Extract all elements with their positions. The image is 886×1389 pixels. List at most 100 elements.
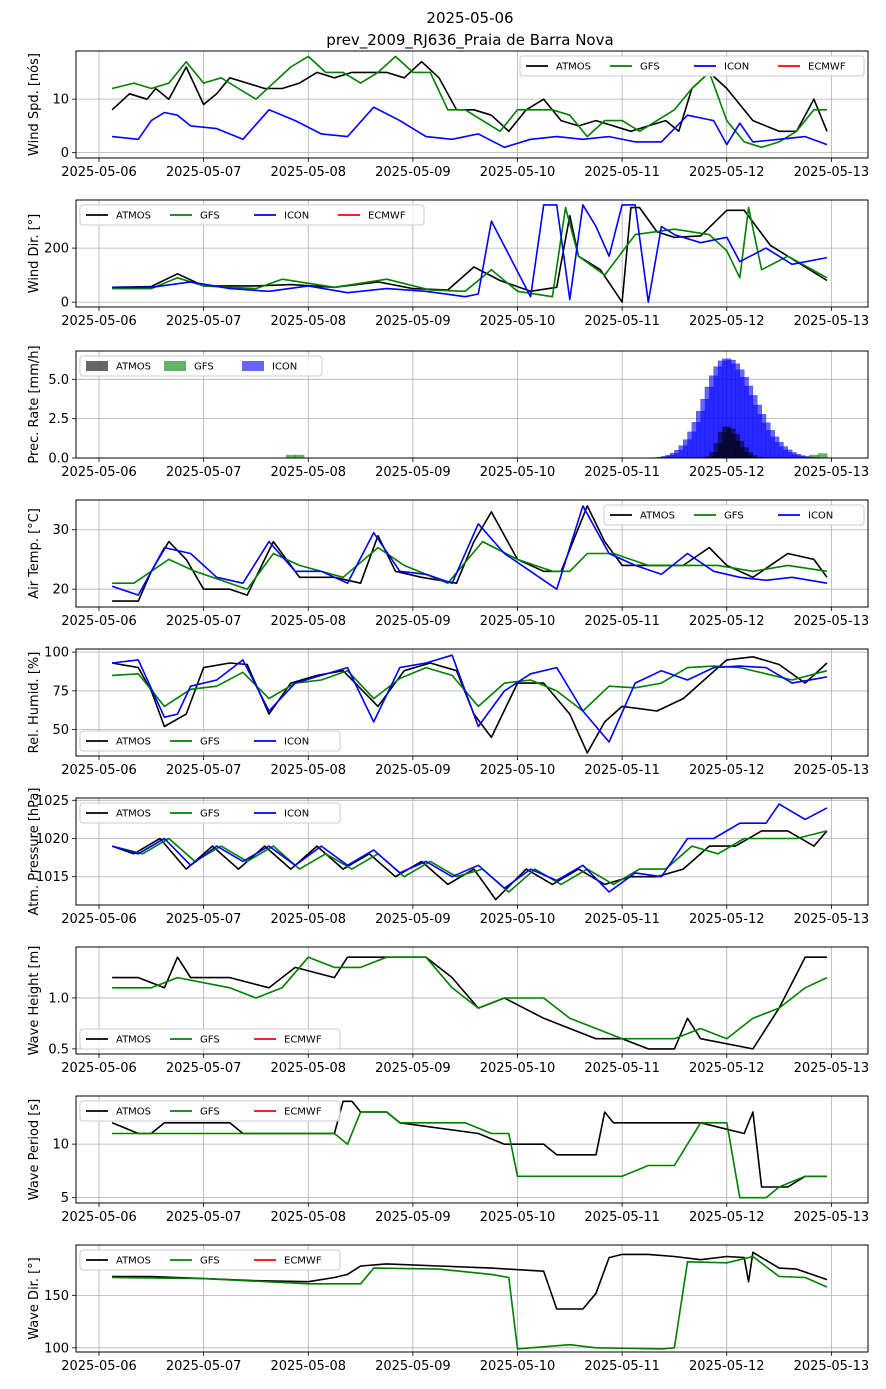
legend-box <box>79 802 341 824</box>
y-tick-label: 150 <box>44 1289 69 1304</box>
legend-label-ecmwf: ECMWF <box>284 1256 322 1267</box>
plot-frame <box>75 946 869 1055</box>
legend-box <box>79 730 341 752</box>
series-line-gfs <box>112 206 828 298</box>
panel-rel-humid: 2025-05-06 2025-05-07 2025-05-08 2025-05-09… <box>27 646 869 778</box>
y-tick-label: 50 <box>52 723 69 738</box>
y-tick-label: 1025 <box>36 794 69 809</box>
x-tick-label: 2025-05-07 <box>166 1061 242 1076</box>
x-tick-label: 2025-05-12 <box>689 912 765 927</box>
legend: ATMOS GFS ECMWF <box>79 1028 341 1050</box>
y-tick-label: 200 <box>44 242 69 257</box>
legend-box <box>79 1249 341 1271</box>
y-tick-label: 1.0 <box>48 991 69 1006</box>
legend-label-icon: ICON <box>724 62 749 73</box>
legend-label-atmos: ATMOS <box>640 511 675 522</box>
x-tick-label: 2025-05-07 <box>166 1210 242 1225</box>
x-tick-label: 2025-05-08 <box>270 165 346 180</box>
legend-box <box>79 204 425 226</box>
plot-frame <box>75 199 869 308</box>
y-axis-label: Atm. Pressure [hPa] <box>27 788 42 916</box>
x-tick-label: 2025-05-08 <box>270 1061 346 1076</box>
x-tick-label: 2025-05-07 <box>166 465 242 480</box>
panel-air-temp-c: 2025-05-06 2025-05-07 2025-05-08 2025-05-09… <box>27 499 869 629</box>
series-line-gfs <box>112 1255 828 1350</box>
x-tick-label: 2025-05-13 <box>794 314 870 329</box>
legend-label-icon: ICON <box>284 211 309 222</box>
series-line-icon <box>111 505 828 596</box>
x-tick-label: 2025-05-11 <box>584 165 660 180</box>
x-tick-label: 2025-05-06 <box>61 1359 137 1374</box>
y-tick-label: 100 <box>44 646 69 661</box>
panel-atm-pressure-hpa: 2025-05-06 2025-05-07 2025-05-08 2025-05-09… <box>27 788 869 927</box>
legend-label-atmos: ATMOS <box>116 737 151 748</box>
legend-label-gfs: GFS <box>200 1107 220 1118</box>
y-tick-label: 0 <box>61 296 69 311</box>
plot-area <box>112 1251 828 1350</box>
x-tick-label: 2025-05-06 <box>61 165 137 180</box>
legend-label-gfs: GFS <box>200 809 220 820</box>
panels-group: 2025-05-06 2025-05-07 2025-05-08 2025-05-09… <box>27 50 870 1374</box>
y-tick-label: 1020 <box>36 832 69 847</box>
legend-label-atmos: ATMOS <box>116 1256 151 1267</box>
x-tick-label: 2025-05-13 <box>794 1061 870 1076</box>
y-tick-label: 0.5 <box>48 1042 69 1057</box>
y-tick-label: 75 <box>52 684 69 699</box>
plot-frame <box>75 50 869 159</box>
legend-label-ecmwf: ECMWF <box>284 1035 322 1046</box>
x-tick-label: 2025-05-09 <box>375 165 451 180</box>
plot-area <box>286 358 828 458</box>
x-tick-label: 2025-05-09 <box>375 1359 451 1374</box>
x-tick-label: 2025-05-11 <box>584 314 660 329</box>
x-tick-label: 2025-05-13 <box>794 1359 870 1374</box>
legend-label-atmos: ATMOS <box>116 362 151 373</box>
plot-area <box>111 1100 827 1199</box>
x-tick-label: 2025-05-06 <box>61 763 137 778</box>
y-tick-label: 20 <box>52 583 69 598</box>
x-tick-label: 2025-05-07 <box>166 165 242 180</box>
legend: ATMOS GFS ICON <box>603 504 865 526</box>
x-tick-label: 2025-05-07 <box>166 1359 242 1374</box>
panel-wind-dir: 2025-05-06 2025-05-07 2025-05-08 2025-05-09… <box>27 199 870 329</box>
legend: ATMOS GFS ECMWF <box>79 1249 341 1271</box>
x-tick-label: 2025-05-11 <box>584 1359 660 1374</box>
series-line-icon <box>112 106 828 149</box>
x-tick-label: 2025-05-12 <box>689 614 765 629</box>
legend-label-atmos: ATMOS <box>116 1107 151 1118</box>
x-tick-label: 2025-05-07 <box>166 912 242 927</box>
plot-area <box>111 803 828 901</box>
legend-swatch-icon <box>242 361 264 371</box>
x-tick-label: 2025-05-08 <box>270 912 346 927</box>
legend-label-atmos: ATMOS <box>116 809 151 820</box>
legend-box <box>603 504 865 526</box>
plot-area <box>111 505 828 602</box>
y-tick-label: 30 <box>52 523 69 538</box>
x-tick-label: 2025-05-06 <box>61 912 137 927</box>
x-tick-label: 2025-05-08 <box>270 763 346 778</box>
x-tick-label: 2025-05-12 <box>689 465 765 480</box>
series-line-atmos <box>111 1100 827 1188</box>
y-tick-label: 0.0 <box>48 452 69 467</box>
panel-wave-period-s: 2025-05-06 2025-05-07 2025-05-08 2025-05-09… <box>27 1095 869 1225</box>
x-tick-label: 2025-05-10 <box>480 1210 556 1225</box>
x-tick-label: 2025-05-10 <box>480 314 556 329</box>
x-tick-label: 2025-05-08 <box>270 1210 346 1225</box>
y-axis-label: Wave Height [m] <box>27 946 42 1056</box>
x-tick-label: 2025-05-11 <box>584 465 660 480</box>
y-tick-label: 10 <box>52 1138 69 1153</box>
y-axis-label: Prec. Rate [mm/h] <box>27 345 42 463</box>
series-line-atmos <box>112 1251 828 1310</box>
x-tick-label: 2025-05-12 <box>689 314 765 329</box>
x-tick-label: 2025-05-08 <box>270 1359 346 1374</box>
series-line-gfs <box>112 540 828 591</box>
legend-label-ecmwf: ECMWF <box>368 211 406 222</box>
x-tick-label: 2025-05-06 <box>61 314 137 329</box>
x-tick-label: 2025-05-09 <box>375 314 451 329</box>
x-tick-label: 2025-05-06 <box>61 1210 137 1225</box>
plot-area <box>112 956 828 1050</box>
legend-label-icon: ICON <box>284 809 309 820</box>
plot-area <box>112 204 828 303</box>
y-tick-label: 5.0 <box>48 373 69 388</box>
x-tick-label: 2025-05-08 <box>270 614 346 629</box>
x-tick-label: 2025-05-11 <box>584 763 660 778</box>
